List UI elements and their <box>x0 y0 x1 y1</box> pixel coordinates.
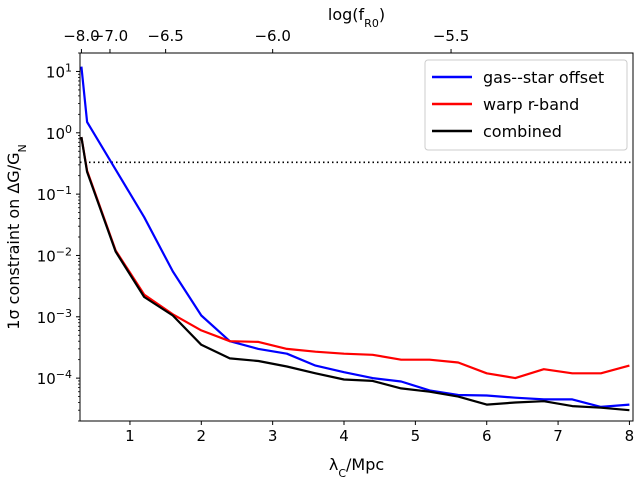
x-tick-label: 8 <box>625 427 635 445</box>
x-tick-label: 5 <box>411 427 421 445</box>
x-tick-label: 4 <box>339 427 349 445</box>
y-tick-label: 10−2 <box>37 245 72 266</box>
legend-label: warp r-band <box>483 95 579 114</box>
y-tick-label: 100 <box>46 122 72 143</box>
x-axis-label: λC/Mpc <box>329 455 384 480</box>
x-tick-label: 6 <box>482 427 492 445</box>
series-line-warp-r-band <box>80 136 630 380</box>
top-axis-label: log(fR0) <box>328 5 385 30</box>
y-tick-label: 10−4 <box>37 368 72 389</box>
legend-label: gas--star offset <box>483 68 604 87</box>
y-tick-label: 101 <box>46 61 72 82</box>
axes: 1 2 3 4 5 6 7 8 −8.0−7.0 −6.5 −6.0 −5.5 10−4 10−3 10−2… <box>4 5 634 480</box>
series-line-combined <box>80 136 630 412</box>
series-line-gas-star-offset <box>80 66 630 408</box>
top-tick-label: −6.0 <box>254 27 290 45</box>
legend: gas--star offset warp r-band combined <box>424 59 628 151</box>
legend-label: combined <box>483 122 562 141</box>
x-tick-label: 1 <box>125 427 135 445</box>
x-tick-label: 2 <box>197 427 207 445</box>
top-tick-label: −6.5 <box>147 27 183 45</box>
y-axis-label: 1σ constraint on ΔG/GN <box>4 144 29 329</box>
plot-area <box>80 66 633 412</box>
x-tick-label: 3 <box>268 427 278 445</box>
y-tick-label: 10−1 <box>37 184 72 205</box>
top-tick-label: −7.0 <box>92 27 128 45</box>
x-tick-label: 7 <box>553 427 563 445</box>
top-tick-label: −8.0 <box>63 27 99 45</box>
top-tick-label: −5.5 <box>433 27 469 45</box>
legend-box <box>424 59 628 151</box>
y-tick-label: 10−3 <box>37 306 72 327</box>
